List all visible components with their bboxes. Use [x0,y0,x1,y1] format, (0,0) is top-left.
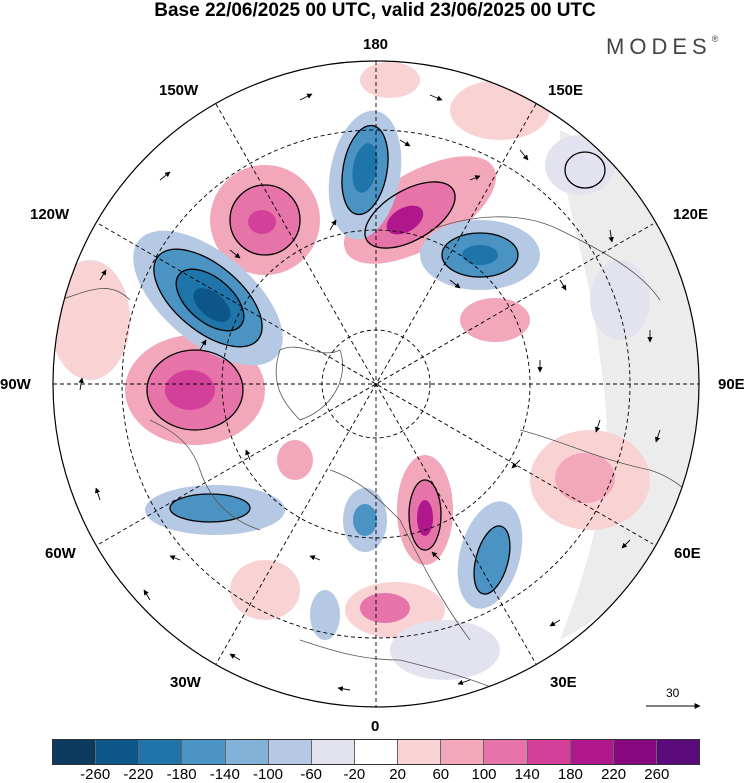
colorbar-swatch [441,740,485,764]
map-boundary [52,60,700,708]
colorbar-tick-label: 180 [557,766,583,783]
colorbar-swatch [311,740,355,764]
colorbar-swatch [398,740,442,764]
colorbar-swatch [527,740,571,764]
colorbar-swatch [53,740,97,764]
lon-label-120w: 120W [30,206,70,223]
colorbar-swatch [225,740,269,764]
colorbar-tick-label: -20 [343,766,366,783]
brand-logo: MODES® [606,34,718,60]
lon-label-150e: 150E [548,82,584,99]
colorbar-tick-label: -60 [300,766,323,783]
colorbar-tick-label: -100 [252,766,284,783]
lon-label-30w: 30W [170,674,201,691]
colorbar-swatch [656,740,700,764]
colorbar-tick-label: 60 [432,766,450,783]
colorbar-tick-label: 220 [601,766,627,783]
colorbar-tick-label: 140 [514,766,540,783]
colorbar-tick-label: 20 [389,766,406,783]
colorbar-swatch [613,740,657,764]
colorbar [52,739,700,765]
brand-name: MODES [606,34,712,59]
colorbar-swatch [268,740,312,764]
lon-label-0: 0 [371,718,380,735]
lon-label-150w: 150W [159,82,199,99]
colorbar-tick-label: 260 [644,766,670,783]
colorbar-swatch [139,740,183,764]
reference-vector-label: 30 [666,686,680,700]
colorbar-tick-label: 100 [471,766,497,783]
lon-label-60w: 60W [45,545,76,562]
colorbar-swatch [96,740,140,764]
lon-label-30e: 30E [550,674,577,691]
map-title: Base 22/06/2025 00 UTC, valid 23/06/2025… [154,0,596,21]
colorbar-tick-label: -260 [80,766,111,783]
lon-label-90w: 90W [0,376,31,393]
colorbar-tick-label: -220 [123,766,154,783]
colorbar-tick-label: -140 [209,766,240,783]
lon-label-60e: 60E [674,545,701,562]
lon-label-120e: 120E [673,206,709,223]
colorbar-swatch [182,740,226,764]
brand-mark: ® [711,34,719,44]
colorbar-swatch [354,740,399,764]
colorbar-tick-label: -180 [166,766,197,783]
colorbar-swatch [484,740,528,764]
lon-label-90e: 90E [718,376,745,393]
lon-label-180: 180 [363,36,389,53]
colorbar-swatch [570,740,614,764]
